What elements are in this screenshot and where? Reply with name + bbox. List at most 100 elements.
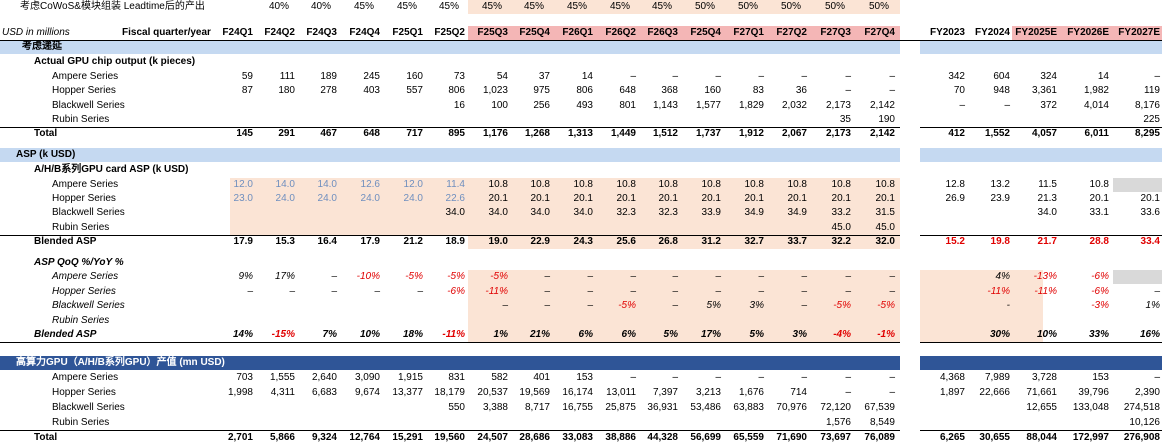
data-cell[interactable] (718, 221, 764, 235)
data-cell[interactable]: 10.8 (831, 179, 851, 190)
data-cell[interactable]: – (889, 372, 895, 383)
year-cell[interactable]: -6% (1091, 271, 1109, 282)
year-cell[interactable]: 33% (1088, 329, 1109, 340)
data-cell[interactable]: 35 (839, 114, 851, 125)
data-cell[interactable] (504, 416, 550, 430)
data-cell[interactable] (377, 206, 423, 220)
data-cell[interactable]: – (758, 71, 764, 82)
data-cell[interactable]: 493 (576, 100, 593, 111)
data-cell[interactable] (249, 99, 295, 113)
row-label[interactable]: Rubin Series (52, 315, 110, 326)
year-cell[interactable]: 12.8 (945, 179, 965, 190)
year-cell[interactable]: 13.2 (990, 179, 1010, 190)
data-cell[interactable]: 67,539 (864, 402, 895, 413)
year-cell[interactable] (919, 206, 965, 220)
year-cell[interactable] (1063, 416, 1109, 430)
units-label[interactable]: USD in millions (2, 27, 70, 38)
data-cell[interactable]: 24.3 (573, 236, 593, 247)
data-cell[interactable]: – (587, 271, 593, 282)
data-cell[interactable]: – (845, 286, 851, 297)
quarter-header[interactable]: F27Q3 (820, 27, 851, 38)
year-cell[interactable]: 3,361 (1031, 85, 1057, 96)
data-cell[interactable]: – (889, 85, 895, 96)
data-cell[interactable]: 44,328 (647, 432, 678, 443)
year-cell[interactable]: 324 (1040, 71, 1057, 82)
data-cell[interactable]: 13,377 (392, 387, 423, 398)
year-cell[interactable]: 604 (993, 71, 1010, 82)
data-cell[interactable]: 7% (322, 329, 337, 340)
top-row-value[interactable]: 45% (353, 1, 374, 12)
data-cell[interactable] (334, 299, 380, 313)
data-cell[interactable]: 20.1 (701, 193, 721, 204)
top-row-value[interactable]: 50% (737, 1, 758, 12)
data-cell[interactable] (291, 99, 337, 113)
data-cell[interactable]: 153 (576, 372, 593, 383)
data-cell[interactable]: 38,886 (605, 432, 636, 443)
quarter-header[interactable]: F24Q3 (306, 27, 337, 38)
year-cell[interactable]: 39,796 (1078, 387, 1109, 398)
data-cell[interactable]: -15% (271, 329, 295, 340)
year-cell[interactable] (919, 285, 965, 299)
data-cell[interactable]: 10% (359, 329, 380, 340)
year-cell[interactable]: 11.5 (1038, 179, 1057, 190)
top-row-value[interactable]: 50% (824, 1, 845, 12)
year-cell[interactable]: 153 (1092, 372, 1109, 383)
data-cell[interactable]: 801 (619, 100, 636, 111)
data-cell[interactable]: 806 (576, 85, 593, 96)
data-cell[interactable] (462, 314, 508, 328)
data-cell[interactable]: 582 (491, 372, 508, 383)
data-cell[interactable]: 10.8 (875, 179, 895, 190)
data-cell[interactable]: 53,486 (690, 402, 721, 413)
data-cell[interactable] (590, 113, 636, 127)
data-cell[interactable]: 34.0 (530, 207, 550, 218)
data-cell[interactable]: 18,179 (434, 387, 465, 398)
section-band-label[interactable]: 考虑递延 (22, 41, 62, 52)
data-cell[interactable]: 5,866 (269, 432, 295, 443)
year-cell[interactable]: – (1154, 286, 1160, 297)
data-cell[interactable]: 33.2 (831, 207, 851, 218)
data-cell[interactable]: 17.9 (360, 236, 380, 247)
data-cell[interactable] (718, 113, 764, 127)
year-cell[interactable] (964, 416, 1010, 430)
data-cell[interactable]: 1,023 (482, 85, 508, 96)
data-cell[interactable]: 2,032 (781, 100, 807, 111)
data-cell[interactable] (334, 99, 380, 113)
year-cell[interactable]: 26.9 (945, 193, 965, 204)
data-cell[interactable]: – (672, 286, 678, 297)
year-header[interactable]: FY2024 (974, 27, 1010, 38)
year-cell[interactable] (919, 113, 965, 127)
row-label[interactable]: Ampere Series (52, 71, 119, 82)
year-cell[interactable] (1011, 113, 1057, 127)
data-cell[interactable]: -6% (447, 286, 465, 297)
top-row-value[interactable]: 45% (609, 1, 630, 12)
data-cell[interactable]: 2,173 (825, 128, 851, 139)
data-cell[interactable]: 145 (236, 128, 253, 139)
data-cell[interactable]: – (889, 271, 895, 282)
data-cell[interactable]: 6% (621, 329, 636, 340)
data-cell[interactable] (207, 299, 253, 313)
data-cell[interactable]: 1,829 (738, 100, 764, 111)
year-cell[interactable]: 948 (993, 85, 1010, 96)
data-cell[interactable]: 16,755 (562, 402, 593, 413)
year-cell[interactable] (964, 113, 1010, 127)
year-cell[interactable]: 22,666 (979, 387, 1010, 398)
data-cell[interactable]: 45.0 (875, 222, 895, 233)
quarter-header[interactable]: F25Q2 (434, 27, 465, 38)
data-cell[interactable]: 36 (795, 85, 807, 96)
data-cell[interactable] (291, 221, 337, 235)
data-cell[interactable]: 10.8 (658, 179, 678, 190)
section-band-label[interactable]: ASP (k USD) (16, 149, 76, 160)
year-cell[interactable]: 4% (995, 271, 1010, 282)
data-cell[interactable] (207, 99, 253, 113)
data-cell[interactable]: 648 (363, 128, 380, 139)
row-label[interactable]: Blended ASP (34, 329, 97, 340)
year-cell[interactable]: 412 (948, 128, 965, 139)
data-cell[interactable] (291, 401, 337, 415)
fiscal-label[interactable]: Fiscal quarter/year (122, 27, 211, 38)
year-cell[interactable]: 8,295 (1134, 128, 1160, 139)
quarter-header[interactable]: F25Q4 (519, 27, 550, 38)
quarter-header[interactable]: F24Q4 (349, 27, 380, 38)
data-cell[interactable]: 24.0 (403, 193, 423, 204)
data-cell[interactable]: 9% (238, 271, 253, 282)
data-cell[interactable]: 32.0 (875, 236, 895, 247)
